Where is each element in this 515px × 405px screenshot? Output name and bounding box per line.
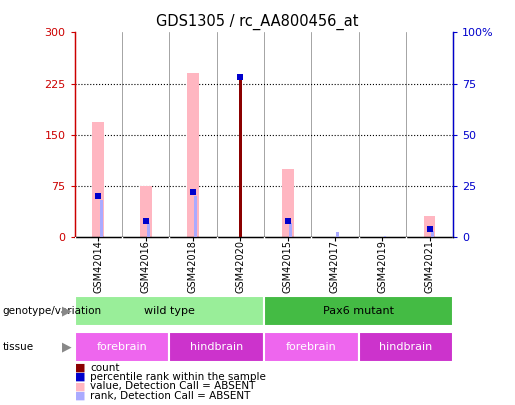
Bar [187,73,199,237]
Text: GSM42019: GSM42019 [377,240,387,293]
Text: GSM42016: GSM42016 [141,240,151,293]
Bar [75,332,169,362]
Text: GSM42021: GSM42021 [424,240,435,293]
Bar [147,223,150,237]
Bar [336,232,339,237]
Text: value, Detection Call = ABSENT: value, Detection Call = ABSENT [90,382,255,391]
Text: ■: ■ [75,372,85,382]
Bar [238,80,242,237]
Bar [194,196,197,237]
Text: count: count [90,363,119,373]
Bar [140,186,151,237]
Bar [264,332,358,362]
Text: hindbrain: hindbrain [379,342,433,352]
Text: ▶: ▶ [62,304,72,318]
Text: forebrain: forebrain [97,342,147,352]
Text: ■: ■ [75,391,85,401]
Text: GSM42018: GSM42018 [188,240,198,293]
Bar [264,296,453,326]
Text: wild type: wild type [144,306,195,316]
Text: rank, Detection Call = ABSENT: rank, Detection Call = ABSENT [90,391,250,401]
Bar [92,122,104,237]
Text: GDS1305 / rc_AA800456_at: GDS1305 / rc_AA800456_at [156,14,359,30]
Text: Pax6 mutant: Pax6 mutant [323,306,394,316]
Bar [358,332,453,362]
Text: percentile rank within the sample: percentile rank within the sample [90,372,266,382]
Text: GSM42014: GSM42014 [93,240,104,293]
Text: forebrain: forebrain [286,342,337,352]
Text: GSM42020: GSM42020 [235,240,245,293]
Bar [169,332,264,362]
Text: ■: ■ [75,382,85,391]
Bar [282,169,294,237]
Text: hindbrain: hindbrain [190,342,243,352]
Text: GSM42017: GSM42017 [330,240,340,293]
Bar [100,200,102,237]
Text: GSM42015: GSM42015 [283,240,293,293]
Text: ■: ■ [75,363,85,373]
Bar [384,236,386,237]
Bar [431,231,434,237]
Bar [424,216,436,237]
Text: tissue: tissue [3,342,33,352]
Text: ▶: ▶ [62,341,72,354]
Text: genotype/variation: genotype/variation [3,306,101,316]
Bar [75,296,264,326]
Bar [289,223,292,237]
